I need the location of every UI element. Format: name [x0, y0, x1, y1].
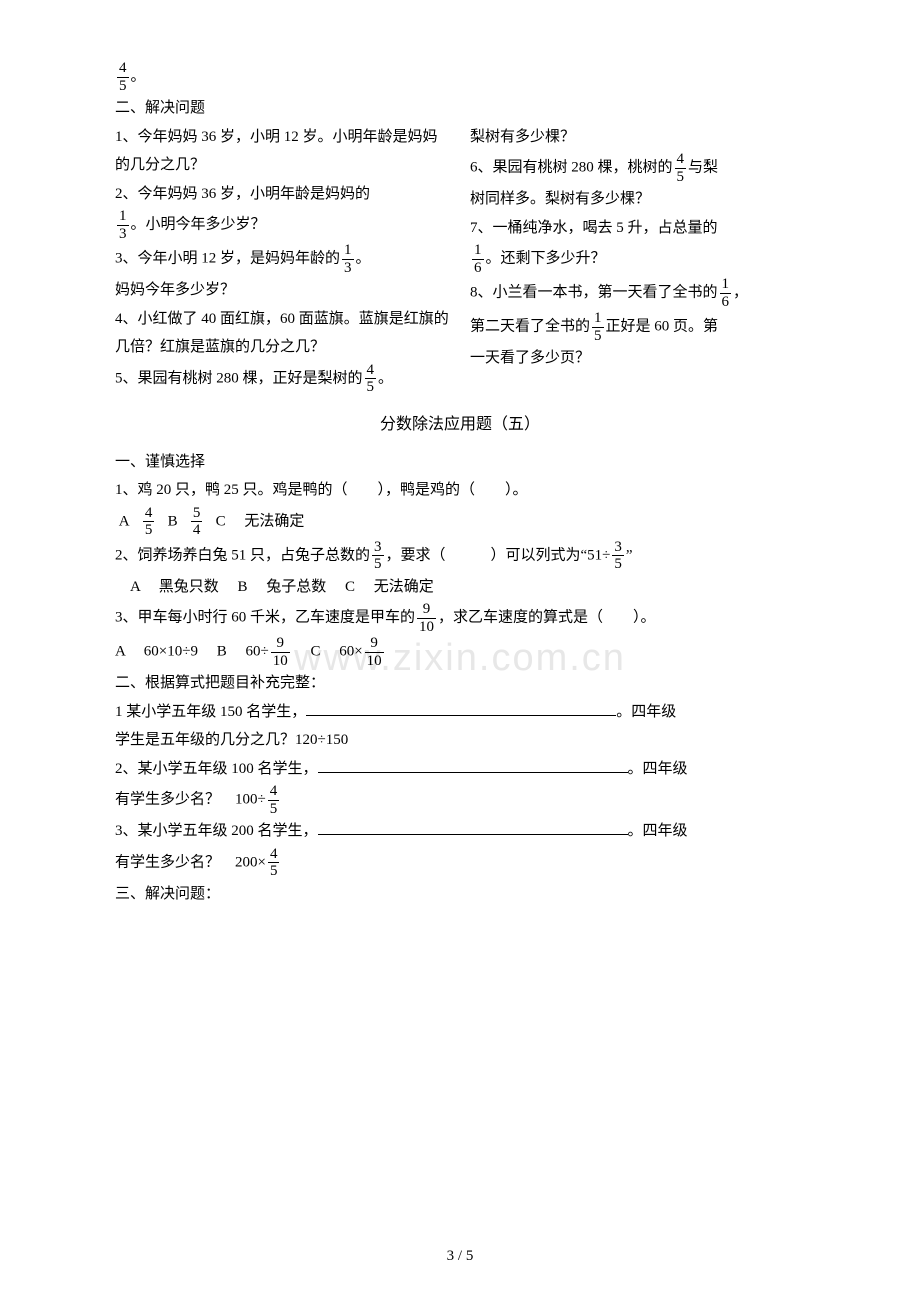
q7-line1: 7、一桶纯净水，喝去 5 升，占总量的: [470, 214, 805, 243]
f3-line2: 有学生多少名？ 200×45: [115, 846, 805, 880]
q1: 1、今年妈妈 36 岁，小明 12 岁。小明年龄是妈妈的几分之几？: [115, 123, 450, 180]
q7-line2: 16。还剩下多少升？: [470, 242, 805, 276]
blank-2: [318, 757, 628, 773]
title: 分数除法应用题（五）: [115, 410, 805, 440]
q3-line1: 3、今年小明 12 岁，是妈妈年龄的13。: [115, 242, 450, 276]
f2-line1: 2、某小学五年级 100 名学生，。四年级: [115, 755, 805, 784]
left-column: 1、今年妈妈 36 岁，小明 12 岁。小明年龄是妈妈的几分之几？ 2、今年妈妈…: [115, 123, 450, 396]
blank-3: [318, 819, 628, 835]
r1: 梨树有多少棵？: [470, 123, 805, 152]
top-frac: 4 5: [117, 60, 129, 94]
sect3b-heading: 三、解决问题：: [115, 880, 805, 909]
f1-line1: 1 某小学五年级 150 名学生，。四年级: [115, 698, 805, 727]
sect1b-heading: 一、谨慎选择: [115, 448, 805, 477]
sect2b-heading: 二、根据算式把题目补充完整：: [115, 669, 805, 698]
b-q3: 3、甲车每小时行 60 千米，乙车速度是甲车的910，求乙车速度的算式是（ ）。: [115, 601, 805, 635]
b-q2: 2、饲养场养白兔 51 只，占兔子总数的35，要求（ ）可以列式为“51÷35”: [115, 539, 805, 573]
blank-1: [306, 700, 616, 716]
b-q1: 1、鸡 20 只，鸭 25 只。鸡是鸭的（ ），鸭是鸡的（ ）。: [115, 476, 805, 505]
top-fraction-line: 4 5 。: [115, 60, 805, 94]
q5: 5、果园有桃树 280 棵，正好是梨树的45。: [115, 362, 450, 396]
right-column: 梨树有多少棵？ 6、果园有桃树 280 棵，桃树的45与梨 树同样多。梨树有多少…: [470, 123, 805, 396]
page-number: 3 / 5: [447, 1242, 474, 1271]
section-2-heading: 二、解决问题: [115, 94, 805, 123]
q8-line3: 一天看了多少页？: [470, 344, 805, 373]
f3-line1: 3、某小学五年级 200 名学生，。四年级: [115, 817, 805, 846]
q2-line1: 2、今年妈妈 36 岁，小明年龄是妈妈的: [115, 180, 450, 209]
q2-line2: 13。小明今年多少岁？: [115, 208, 450, 242]
q6-line1: 6、果园有桃树 280 棵，桃树的45与梨: [470, 151, 805, 185]
q8-line1: 8、小兰看一本书，第一天看了全书的16，: [470, 276, 805, 310]
f2-line2: 有学生多少名？ 100÷45: [115, 783, 805, 817]
q3-line2: 妈妈今年多少岁？: [115, 276, 450, 305]
b-q1-options: A 45 B 54 C 无法确定: [115, 505, 805, 539]
b-q3-options: A 60×10÷9 B 60÷910 C 60×910: [115, 635, 805, 669]
q8-line2: 第二天看了全书的15正好是 60 页。第: [470, 310, 805, 344]
q4: 4、小红做了 40 面红旗，60 面蓝旗。蓝旗是红旗的几倍？红旗是蓝旗的几分之几…: [115, 305, 450, 362]
f1-line2: 学生是五年级的几分之几？120÷150: [115, 726, 805, 755]
b-q2-options: A 黑兔只数 B 兔子总数 C 无法确定: [115, 573, 805, 602]
q6-line2: 树同样多。梨树有多少棵？: [470, 185, 805, 214]
